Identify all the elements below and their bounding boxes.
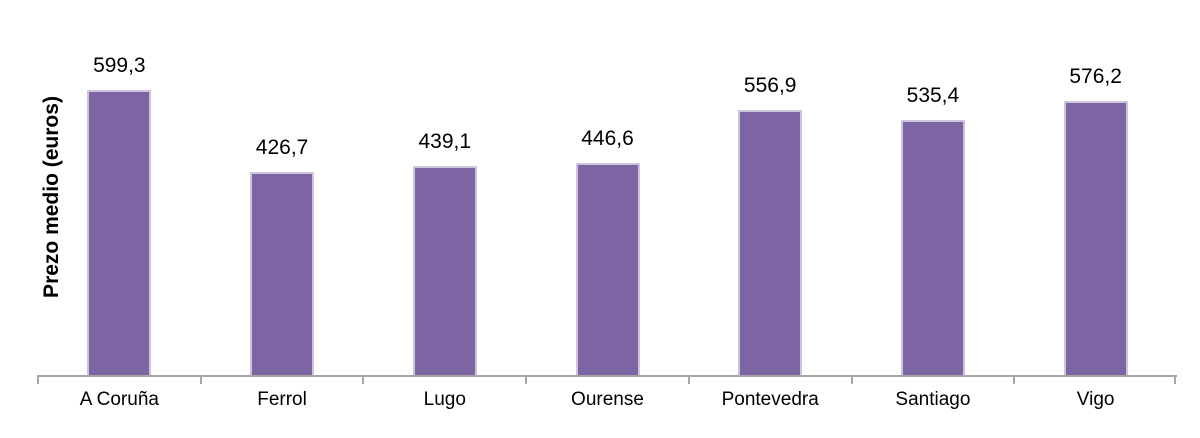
bar xyxy=(1063,101,1128,375)
bar-value-label: 576,2 xyxy=(1069,65,1122,88)
x-axis-tick xyxy=(200,375,202,384)
x-axis-tick xyxy=(525,375,527,384)
x-axis-tick xyxy=(362,375,364,384)
plot-area: 599,3 A Coruña 426,7 Ferrol 439,1 Lugo 446,6 Ou… xyxy=(37,42,1177,410)
x-axis-category-label: Santiago xyxy=(895,389,971,410)
x-axis-category-label: Ferrol xyxy=(257,389,307,410)
bar xyxy=(900,120,965,375)
bar-value-label: 426,7 xyxy=(255,136,309,159)
bar xyxy=(575,163,640,375)
bar xyxy=(87,90,152,375)
bar-value-label: 535,4 xyxy=(906,84,960,107)
x-axis-tick xyxy=(688,375,690,384)
x-axis-category-label: Vigo xyxy=(1076,389,1115,410)
bar-value-label: 556,9 xyxy=(743,74,797,97)
x-axis-tick xyxy=(851,375,853,384)
x-axis-tick xyxy=(37,375,39,384)
x-axis-category-label: A Coruña xyxy=(79,389,159,410)
bar xyxy=(412,166,477,375)
bar xyxy=(738,110,803,375)
x-axis-category-label: Lugo xyxy=(423,389,466,410)
x-axis-category-label: Ourense xyxy=(571,389,644,410)
bar-value-label: 439,1 xyxy=(418,130,472,153)
bar-value-label: 599,3 xyxy=(93,54,146,77)
bar-value-label: 446,6 xyxy=(581,127,634,150)
x-axis-line xyxy=(38,375,1177,377)
bar xyxy=(250,172,315,375)
x-axis-tick xyxy=(1013,375,1015,384)
x-axis-tick xyxy=(1174,375,1176,384)
x-axis-category-label: Pontevedra xyxy=(721,389,819,410)
